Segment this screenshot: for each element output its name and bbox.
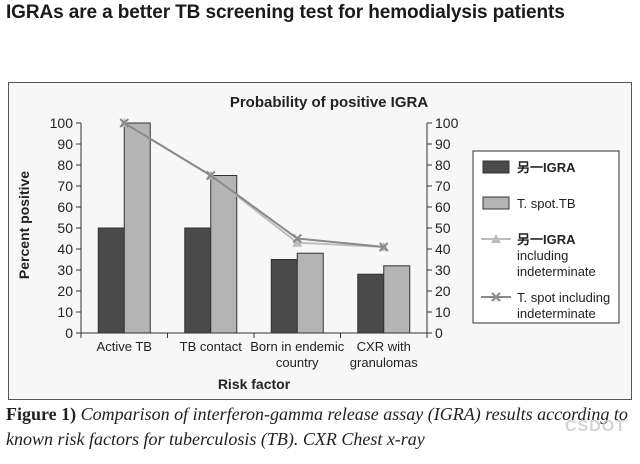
x-axis-label: Risk factor [218,376,291,392]
legend-marker [491,292,501,302]
legend-label: including [517,248,568,263]
watermark: CSDOT [565,418,626,435]
y-tick-label-right: 10 [435,304,451,320]
y-axis-right: 0 10 20 30 40 50 60 70 80 90 100 [426,115,459,341]
y-tick-label-right: 80 [435,157,451,173]
figure-caption-text: Comparison of interferon-gamma release a… [6,404,628,449]
x-tick-label: CXR with [357,339,411,354]
legend-swatch [482,196,510,210]
x-tick-label: Born in endemic [250,339,344,354]
y-tick-label-left: 100 [50,115,74,131]
legend-label: indeterminate [517,264,596,279]
series-line [123,122,384,248]
bar [296,252,324,334]
x-tick-label: TB contact [180,339,243,354]
point-marker [292,233,302,244]
y-tick-label-right: 60 [435,199,451,215]
y-tick-label-right: 70 [435,178,451,194]
y-tick-label-left: 80 [57,157,73,173]
y-tick-label-right: 50 [435,220,451,236]
x-tick-label: country [276,355,319,370]
point-marker [379,242,389,252]
legend-label: 另一IGRA [517,160,576,175]
bar [210,175,238,334]
y-tick-label-left: 70 [57,178,73,194]
lines-group [119,118,389,252]
bars-group [97,122,411,334]
y-axis-label: Percent positive [16,171,32,279]
bar [97,227,125,334]
legend-swatch [482,160,510,174]
y-tick-label-left: 0 [65,325,73,341]
point-marker [206,170,216,181]
legend-label: T. spot.TB [517,196,576,211]
y-tick-label-left: 30 [57,262,73,278]
bar [357,273,385,334]
point-marker [119,118,129,128]
legend-label: T. spot including [517,290,610,305]
y-tick-label-left: 50 [57,220,73,236]
point-marker [292,237,303,247]
y-tick-label-left: 10 [57,304,73,320]
chart-svg: Probability of positive IGRA 0 10 20 30 40 50… [16,94,620,392]
y-tick-label-left: 60 [57,199,73,215]
chart-frame: Probability of positive IGRA 0 10 20 30 40 50… [8,82,632,400]
y-tick-label-right: 0 [435,325,443,341]
legend-marker [491,234,501,243]
y-tick-label-left: 20 [57,283,73,299]
y-tick-label-right: 100 [435,115,459,131]
y-tick-label-right: 40 [435,241,451,257]
x-axis: Active TB TB contact Born in endemiccountr… [80,332,428,370]
bar [123,122,151,334]
headline: IGRAs are a better TB screening test for… [6,2,565,23]
y-tick-label-right: 20 [435,283,451,299]
series-line [123,122,384,248]
figure-label: Figure 1) [6,404,77,424]
y-axis-left: 0 10 20 30 40 50 60 70 80 90 100 [50,115,82,341]
chart-title: Probability of positive IGRA [230,94,429,111]
legend-label: 另一IGRA [517,232,576,247]
bar [184,227,212,334]
bar [270,259,298,334]
y-tick-label-right: 30 [435,262,451,278]
figure-caption: Figure 1) Comparison of interferon-gamma… [6,402,636,452]
x-tick-label: granulomas [350,355,418,370]
y-tick-label-left: 90 [57,136,73,152]
x-tick-label: Active TB [97,339,152,354]
bar [383,265,411,334]
y-tick-label-left: 40 [57,241,73,257]
y-tick-label-right: 90 [435,136,451,152]
legend-label: indeterminate [517,306,596,321]
